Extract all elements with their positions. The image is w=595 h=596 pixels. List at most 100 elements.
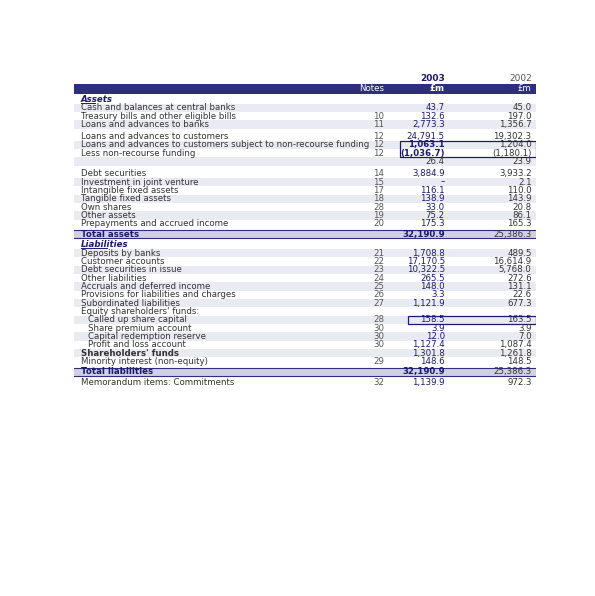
- Text: 132.6: 132.6: [420, 111, 445, 120]
- Text: Profit and loss account: Profit and loss account: [88, 340, 186, 349]
- Text: 197.0: 197.0: [507, 111, 531, 120]
- Text: 1,708.8: 1,708.8: [412, 249, 445, 257]
- Text: Loans and advances to customers: Loans and advances to customers: [80, 132, 228, 141]
- Text: Provisions for liabilities and charges: Provisions for liabilities and charges: [80, 290, 236, 299]
- Text: 30: 30: [374, 324, 384, 333]
- Text: 5,768.0: 5,768.0: [499, 265, 531, 274]
- Text: 7.0: 7.0: [518, 332, 531, 341]
- Text: 32,190.9: 32,190.9: [402, 368, 445, 377]
- Text: 1,139.9: 1,139.9: [412, 378, 445, 387]
- Text: 30: 30: [374, 340, 384, 349]
- Text: 1,301.8: 1,301.8: [412, 349, 445, 358]
- Text: Memorandum items: Commitments: Memorandum items: Commitments: [80, 378, 234, 387]
- Text: 158.5: 158.5: [420, 315, 445, 324]
- Text: Deposits by banks: Deposits by banks: [80, 249, 160, 257]
- Bar: [74, 316, 536, 324]
- Text: (1,180.1): (1,180.1): [492, 149, 531, 158]
- Text: 1,127.4: 1,127.4: [412, 340, 445, 349]
- Text: 19,302.3: 19,302.3: [493, 132, 531, 141]
- Text: Total liabilities: Total liabilities: [80, 368, 153, 377]
- Text: Equity shareholders' funds:: Equity shareholders' funds:: [80, 307, 199, 316]
- Text: 15: 15: [374, 178, 384, 187]
- Text: Shareholders' funds: Shareholders' funds: [80, 349, 178, 358]
- Bar: [74, 230, 536, 238]
- Text: 10: 10: [374, 111, 384, 120]
- Text: 972.3: 972.3: [507, 378, 531, 387]
- Text: £m: £m: [518, 85, 531, 94]
- Text: 1,261.8: 1,261.8: [499, 349, 531, 358]
- Text: 138.9: 138.9: [420, 194, 445, 203]
- Text: 32: 32: [374, 378, 384, 387]
- Bar: [408, 316, 536, 324]
- Text: 16,614.9: 16,614.9: [493, 257, 531, 266]
- Text: 148.5: 148.5: [507, 357, 531, 366]
- Text: 25,386.3: 25,386.3: [493, 230, 531, 239]
- Bar: [74, 332, 536, 340]
- Text: Customer accounts: Customer accounts: [80, 257, 164, 266]
- Text: Loans and advances to banks: Loans and advances to banks: [80, 120, 209, 129]
- Text: 12: 12: [374, 132, 384, 141]
- Bar: [74, 141, 536, 149]
- Text: 163.5: 163.5: [507, 315, 531, 324]
- Text: Share premium account: Share premium account: [88, 324, 192, 333]
- Bar: [74, 120, 536, 129]
- Text: 3.9: 3.9: [518, 324, 531, 333]
- Text: 2002: 2002: [509, 74, 531, 83]
- Text: 29: 29: [374, 357, 384, 366]
- Text: 3.9: 3.9: [431, 324, 445, 333]
- Text: Investment in joint venture: Investment in joint venture: [80, 178, 198, 187]
- Bar: [74, 157, 536, 166]
- Text: Prepayments and accrued income: Prepayments and accrued income: [80, 219, 228, 228]
- Text: (1,036.7): (1,036.7): [400, 149, 445, 158]
- Text: 1,121.9: 1,121.9: [412, 299, 445, 308]
- Text: 148.0: 148.0: [420, 282, 445, 291]
- Text: 26.4: 26.4: [425, 157, 445, 166]
- Text: 3.3: 3.3: [431, 290, 445, 299]
- Text: 28: 28: [374, 315, 384, 324]
- Text: 143.9: 143.9: [507, 194, 531, 203]
- Text: 165.3: 165.3: [507, 219, 531, 228]
- Text: 148.6: 148.6: [420, 357, 445, 366]
- Text: 110.0: 110.0: [507, 186, 531, 195]
- Text: £m: £m: [430, 85, 445, 94]
- Text: 45.0: 45.0: [512, 103, 531, 113]
- Text: 1,356.7: 1,356.7: [499, 120, 531, 129]
- Text: 175.3: 175.3: [420, 219, 445, 228]
- Text: 75.2: 75.2: [425, 211, 445, 220]
- Text: Cash and balances at central banks: Cash and balances at central banks: [80, 103, 235, 113]
- Text: Called up share capital: Called up share capital: [88, 315, 187, 324]
- Bar: [400, 141, 536, 157]
- Text: 21: 21: [374, 249, 384, 257]
- Text: Other liabilities: Other liabilities: [80, 274, 146, 283]
- Text: 86.1: 86.1: [512, 211, 531, 220]
- Bar: [74, 211, 536, 219]
- Text: 2.1: 2.1: [518, 178, 531, 187]
- Text: Other assets: Other assets: [80, 211, 135, 220]
- Text: Intangible fixed assets: Intangible fixed assets: [80, 186, 178, 195]
- Text: 27: 27: [374, 299, 384, 308]
- Bar: [74, 104, 536, 112]
- Text: 18: 18: [374, 194, 384, 203]
- Text: Debt securities: Debt securities: [80, 169, 146, 178]
- Text: Treasury bills and other eligible bills: Treasury bills and other eligible bills: [80, 111, 236, 120]
- Text: 24: 24: [374, 274, 384, 283]
- Text: 20: 20: [374, 219, 384, 228]
- Text: 24,791.5: 24,791.5: [407, 132, 445, 141]
- Text: 22.6: 22.6: [512, 290, 531, 299]
- Bar: [74, 194, 536, 203]
- Text: 3,884.9: 3,884.9: [412, 169, 445, 178]
- Bar: [74, 266, 536, 274]
- Text: 26: 26: [374, 290, 384, 299]
- Text: Total assets: Total assets: [80, 230, 139, 239]
- Text: 25: 25: [374, 282, 384, 291]
- Text: 3,933.2: 3,933.2: [499, 169, 531, 178]
- Text: 33.0: 33.0: [425, 203, 445, 212]
- Text: 25,386.3: 25,386.3: [493, 368, 531, 377]
- Text: 1,204.0: 1,204.0: [499, 141, 531, 150]
- Text: 489.5: 489.5: [507, 249, 531, 257]
- Text: 131.1: 131.1: [507, 282, 531, 291]
- Text: 11: 11: [374, 120, 384, 129]
- Text: –: –: [440, 178, 445, 187]
- Text: 1,087.4: 1,087.4: [499, 340, 531, 349]
- Bar: [74, 249, 536, 257]
